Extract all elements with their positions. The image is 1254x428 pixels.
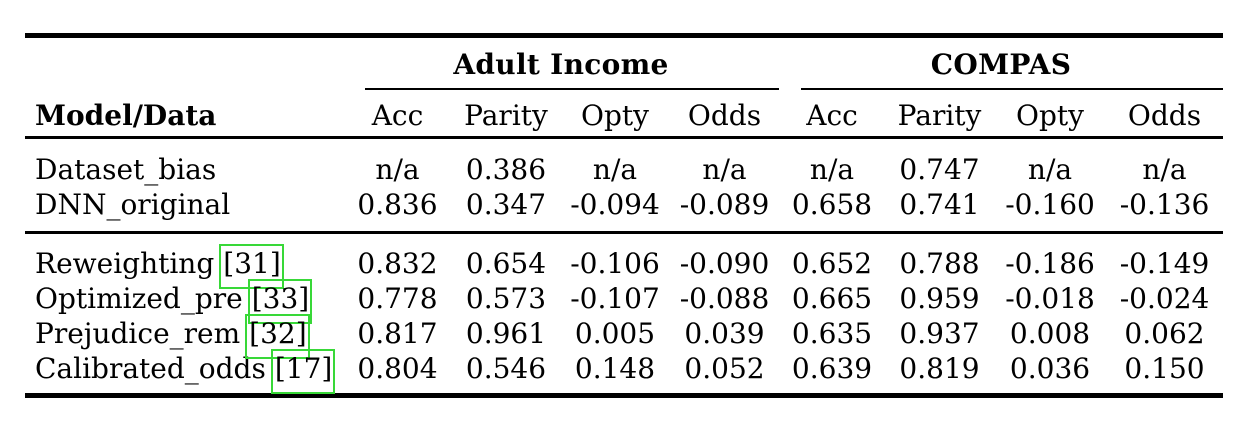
model-label-cell: Dataset_bias — [25, 138, 343, 188]
value-cell: 0.832 — [357, 247, 438, 280]
column-header-model-data: Model/Data — [25, 90, 343, 139]
group-header-adult-income: Adult Income — [343, 36, 780, 90]
value-cell: 0.741 — [885, 187, 995, 234]
value-cell: -0.160 — [994, 187, 1107, 234]
table-row: Prejudice_rem [32] 0.817 0.961 0.005 0.03… — [25, 314, 1223, 359]
group-header-row: Adult Income COMPAS — [25, 36, 1224, 91]
value-cell: -0.090 — [679, 247, 770, 280]
value-cell: 0.961 — [465, 317, 547, 350]
column-header-opty: Opty — [560, 90, 670, 139]
value-cell: 0.665 — [791, 282, 873, 315]
model-name: Reweighting — [35, 247, 215, 280]
value-cell: 0.819 — [899, 352, 980, 385]
group-underline-rule — [365, 88, 780, 90]
value-cell: 0.778 — [357, 282, 438, 315]
model-label-cell: Optimized_pre [33] — [25, 279, 343, 324]
group-label: COMPAS — [930, 47, 1072, 81]
value-cell: n/a — [592, 153, 638, 186]
value-cell: -0.107 — [570, 282, 660, 315]
citation-link[interactable]: [17] — [270, 349, 336, 394]
value-cell: 0.836 — [343, 187, 452, 234]
value-cell: 0.546 — [465, 352, 547, 385]
value-cell: -0.136 — [1106, 187, 1224, 234]
model-name: Dataset_bias — [35, 153, 217, 186]
model-label-cell: Reweighting [31] — [25, 233, 343, 289]
value-cell: 0.150 — [1124, 352, 1205, 385]
value-cell: -0.088 — [679, 282, 770, 315]
value-cell: -0.149 — [1119, 247, 1210, 280]
results-table: Adult Income COMPAS Model/Data Acc Parit… — [25, 33, 1224, 398]
table-row: Optimized_pre [33] 0.778 0.573 -0.107 -0.… — [25, 279, 1223, 324]
column-header-row: Model/Data Acc Parity Opty Odds Acc Pari… — [25, 90, 1224, 139]
value-cell: 0.639 — [791, 352, 873, 385]
value-cell: 0.635 — [791, 317, 873, 350]
group-label: Adult Income — [453, 47, 669, 81]
model-label-cell: Prejudice_rem [32] — [25, 314, 343, 359]
value-cell: 0.654 — [465, 247, 547, 280]
value-cell: n/a — [1027, 153, 1073, 186]
mitigation-section: Reweighting [31] 0.832 0.654 -0.106 -0.09… — [25, 233, 1223, 396]
corner-spacer — [25, 36, 343, 91]
column-header-acc: Acc — [779, 90, 886, 139]
value-cell: 0.347 — [452, 187, 560, 234]
group-underline-rule — [801, 88, 1224, 90]
value-cell: 0.959 — [899, 282, 980, 315]
value-cell: 0.148 — [574, 352, 656, 385]
model-name: DNN_original — [35, 188, 231, 221]
value-cell: n/a — [702, 153, 747, 186]
value-cell: 0.804 — [357, 352, 438, 385]
model-label-cell: DNN_original — [25, 187, 343, 234]
value-cell: 0.747 — [899, 153, 980, 186]
citation-link[interactable]: [33] — [247, 279, 313, 324]
value-cell: -0.106 — [570, 247, 660, 280]
value-cell: 0.005 — [574, 317, 656, 350]
value-cell: 0.573 — [465, 282, 547, 315]
table-row: DNN_original 0.836 0.347 -0.094 -0.089 0… — [25, 187, 1224, 234]
value-cell: 0.052 — [684, 352, 765, 385]
value-cell: 0.788 — [899, 247, 980, 280]
value-cell: 0.652 — [791, 247, 873, 280]
value-cell: n/a — [375, 153, 420, 186]
value-cell: -0.024 — [1119, 282, 1210, 315]
citation-link[interactable]: [32] — [245, 314, 311, 359]
value-cell: n/a — [809, 153, 855, 186]
baseline-section: Dataset_bias n/a 0.386 n/a n/a n/a 0.747… — [25, 138, 1224, 234]
value-cell: 0.817 — [357, 317, 438, 350]
value-cell: 0.062 — [1124, 317, 1205, 350]
table-row: Dataset_bias n/a 0.386 n/a n/a n/a 0.747… — [25, 138, 1223, 188]
value-cell: -0.018 — [1005, 282, 1095, 315]
column-header-odds: Odds — [1106, 90, 1224, 139]
column-header-odds: Odds — [670, 90, 780, 139]
model-name: Optimized_pre — [35, 282, 243, 315]
column-header-parity: Parity — [885, 90, 995, 139]
group-header-compas: COMPAS — [779, 36, 1224, 90]
model-name: Calibrated_odds — [35, 352, 266, 385]
table-row: Reweighting [31] 0.832 0.654 -0.106 -0.09… — [25, 233, 1223, 289]
value-cell: n/a — [1142, 153, 1187, 186]
value-cell: 0.039 — [684, 317, 765, 350]
column-header-acc: Acc — [343, 90, 452, 139]
column-header-parity: Parity — [452, 90, 560, 139]
value-cell: 0.937 — [899, 317, 980, 350]
value-cell: -0.089 — [670, 187, 780, 234]
value-cell: -0.186 — [1005, 247, 1095, 280]
model-label-cell: Calibrated_odds [17] — [25, 349, 343, 396]
citation-link[interactable]: [31] — [219, 244, 285, 289]
value-cell: 0.036 — [1009, 352, 1091, 385]
model-name: Prejudice_rem — [35, 317, 241, 350]
table-row: Calibrated_odds [17] 0.804 0.546 0.148 0.… — [25, 349, 1223, 396]
value-cell: -0.094 — [560, 187, 670, 234]
column-header-opty: Opty — [994, 90, 1107, 139]
value-cell: 0.658 — [779, 187, 886, 234]
value-cell: 0.386 — [465, 153, 547, 186]
value-cell: 0.008 — [1009, 317, 1091, 350]
